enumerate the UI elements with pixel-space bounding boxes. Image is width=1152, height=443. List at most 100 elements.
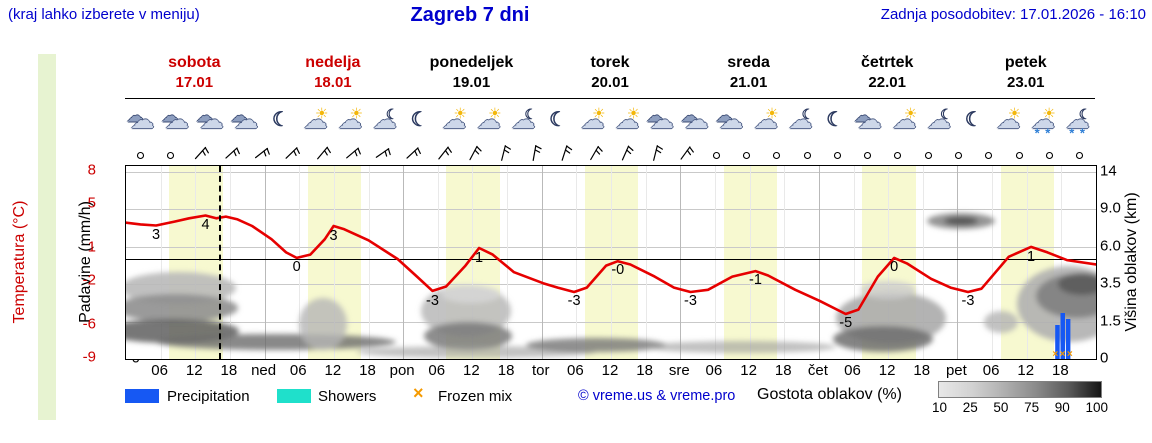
wind-calm-icon bbox=[883, 142, 913, 164]
cloud-icon: ☁ bbox=[927, 106, 952, 134]
cloud-icon: ☁ bbox=[1065, 106, 1090, 134]
sun-icon: ☀ bbox=[1007, 104, 1022, 122]
cloud-cover-areas bbox=[126, 213, 1096, 358]
day-date: 17.01 bbox=[175, 74, 214, 91]
day-header: petek 23.01 bbox=[956, 54, 1095, 97]
wind-barb-icon bbox=[398, 142, 428, 164]
temperature-value-label: -3 bbox=[962, 293, 975, 309]
cloud-icon: ☁ bbox=[476, 106, 501, 134]
time-tick-label: 12 bbox=[463, 362, 480, 379]
cloud-height-tick: 14 bbox=[1100, 162, 1117, 179]
gridline-6h bbox=[333, 166, 335, 359]
time-tick-label: 06 bbox=[844, 362, 861, 379]
gridline-6h bbox=[437, 166, 439, 359]
gridline-6h bbox=[368, 166, 370, 359]
cloud-icon: ☁ bbox=[164, 106, 189, 134]
cloud-icon: ☁ bbox=[442, 106, 467, 134]
gridline-6h bbox=[853, 166, 855, 359]
sun-icon: ☀ bbox=[903, 104, 918, 122]
cloud-icon: ☁ bbox=[234, 106, 259, 134]
day-header: četrtek 22.01 bbox=[818, 54, 957, 97]
gridline-6h bbox=[472, 166, 474, 359]
gridline-day bbox=[264, 166, 266, 359]
day-header: nedelja 18.01 bbox=[264, 54, 403, 97]
weather-icon-suncloud: ☀ ☁ bbox=[437, 99, 472, 142]
cloud-icon: ☁ bbox=[511, 106, 536, 134]
time-tick-label: 06 bbox=[151, 362, 168, 379]
wind-barb-icon bbox=[428, 142, 458, 164]
time-tick-label: 18 bbox=[497, 362, 515, 379]
precipitation-swatch bbox=[125, 389, 159, 403]
weather-icon-cloudmoon: ☾ ☁ bbox=[367, 99, 402, 142]
sun-icon: ☀ bbox=[765, 104, 779, 122]
temperature-tick: 8 bbox=[87, 161, 96, 179]
day-name: četrtek bbox=[860, 54, 914, 71]
gridline-6h bbox=[749, 166, 751, 359]
weather-icon-cloudmoon: ☾ ☁ bbox=[922, 99, 957, 142]
weather-icon-cloud: ☁ ☁ bbox=[125, 99, 160, 142]
cloud-icon: ☁ bbox=[788, 106, 813, 134]
day-tick-label: tor bbox=[531, 362, 550, 379]
cloud-icon: ☁ bbox=[857, 106, 882, 134]
cloud-icon: ☁ bbox=[753, 106, 778, 134]
weather-icon-cloud: ☁ ☁ bbox=[645, 99, 680, 142]
gridline-6h bbox=[576, 166, 578, 359]
weather-icon-cloud: ☁ ☁ bbox=[679, 99, 714, 142]
precipitation-axis-ticks: 543210 bbox=[96, 162, 140, 367]
cloud-icon: ☁ bbox=[303, 106, 328, 134]
time-tick-label: 12 bbox=[878, 362, 896, 379]
cloud-density-scale-value: 50 bbox=[993, 400, 1009, 415]
gridline-day bbox=[957, 166, 959, 359]
wind-barb-icon bbox=[640, 142, 670, 164]
gridline-6h bbox=[1061, 166, 1063, 359]
gridline-day bbox=[541, 166, 543, 359]
temperature-axis-ticks: 8 5 1 -2 -6 -9 bbox=[28, 162, 96, 366]
temperature-value-label: 1 bbox=[1027, 249, 1035, 265]
frozen-mix-icon: × bbox=[413, 383, 424, 403]
cloud-icon: ☁ bbox=[680, 106, 698, 126]
moon-icon: ☾ bbox=[385, 105, 399, 122]
wind-barb-icon bbox=[337, 142, 367, 164]
cloud-icon: ☁ bbox=[1030, 106, 1055, 134]
sun-icon: ☀ bbox=[592, 104, 606, 122]
cloud-icon: ☁ bbox=[372, 106, 397, 134]
temperature-axis-title: Temperatura (°C) bbox=[11, 200, 28, 324]
gridline-6h bbox=[714, 166, 716, 359]
time-tick-label: 06 bbox=[705, 362, 723, 379]
cloud-icon: ☁ bbox=[580, 106, 605, 134]
time-tick-label: 12 bbox=[185, 362, 203, 379]
wind-calm-icon bbox=[701, 142, 731, 164]
temperature-tick: -9 bbox=[82, 348, 96, 366]
precipitation-bar bbox=[1065, 319, 1071, 359]
temperature-value-label: -3 bbox=[684, 293, 697, 309]
cloud-icon: ☁ bbox=[199, 106, 224, 134]
day-date: 20.01 bbox=[591, 74, 629, 91]
day-name: ponedeljek bbox=[429, 54, 514, 71]
cloud-icon: ☁ bbox=[161, 106, 179, 126]
cloud-icon: ☁ bbox=[649, 106, 674, 134]
wind-barb-icon bbox=[671, 142, 701, 164]
temperature-value-label: 1 bbox=[475, 250, 483, 266]
temperature-tick: -6 bbox=[82, 315, 96, 333]
day-tick-label: sre bbox=[668, 362, 690, 379]
moon-icon: ☾ bbox=[801, 105, 815, 122]
weather-icon-cloud: ☁ ☁ bbox=[194, 99, 229, 142]
day-header: ponedeljek 19.01 bbox=[402, 54, 541, 97]
temperature-tick: 5 bbox=[87, 194, 96, 212]
sun-icon: ☀ bbox=[626, 104, 641, 122]
wind-calm-icon bbox=[1034, 142, 1064, 164]
gridline-6h bbox=[229, 166, 231, 359]
precipitation-bar bbox=[1060, 313, 1065, 359]
wind-barb-icon bbox=[549, 142, 579, 164]
copyright-link[interactable]: © vreme.us & vreme.pro bbox=[578, 388, 736, 404]
day-date: 19.01 bbox=[452, 74, 491, 91]
moon-icon: ☾ bbox=[1078, 105, 1092, 122]
day-headers-row: sobota 17.01 nedelja 18.01 ponedeljek 19.01 to… bbox=[125, 54, 1095, 97]
wind-calm-icon bbox=[792, 142, 822, 164]
cloud-height-axis-ticks: 14 9.0 6.0 3.5 1.5 0 bbox=[1100, 162, 1138, 367]
day-header: torek 20.01 bbox=[541, 54, 680, 97]
day-name: nedelja bbox=[305, 54, 361, 71]
meteogram-chart: × × × 3 4 0 3 -3 1 -3 -0 -3 -1 -5 0 -3 1 bbox=[125, 165, 1097, 360]
showers-legend-label: Showers bbox=[318, 388, 377, 405]
